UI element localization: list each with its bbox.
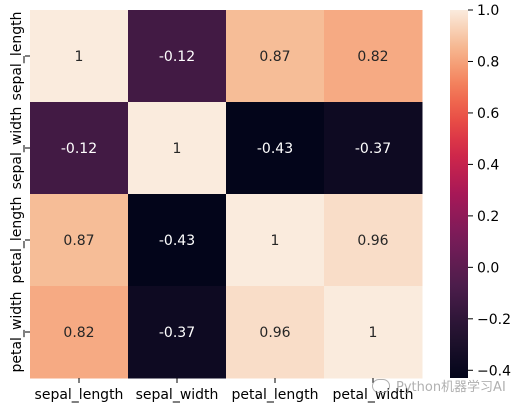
x-tick-label: sepal_length	[35, 387, 124, 403]
heatmap-cell	[128, 10, 227, 103]
y-tick-label: sepal_length	[9, 12, 25, 101]
cell-label: -0.43	[159, 233, 195, 249]
heatmap-cell	[30, 286, 129, 379]
watermark: Python机器学习AI	[372, 376, 506, 395]
cell-label: 0.87	[259, 49, 290, 65]
x-tick-label: sepal_width	[136, 387, 219, 403]
y-tick-label: petal_width	[9, 291, 25, 372]
heatmap-cell	[324, 286, 423, 379]
cell-label: 1	[271, 233, 280, 249]
heatmap-cell	[324, 102, 423, 195]
heatmap-cell	[128, 194, 227, 287]
heatmap-cell	[226, 194, 325, 287]
cell-label: -0.12	[61, 141, 97, 157]
heatmap-cell	[226, 102, 325, 195]
x-axis-ticks: sepal_length sepal_width petal_length petal…	[35, 378, 414, 403]
heatmap-cell	[30, 194, 129, 287]
y-tick-label: petal_length	[9, 196, 25, 283]
cell-label: 1	[173, 141, 182, 157]
heatmap-cell	[128, 102, 227, 195]
cell-label: 0.96	[259, 325, 290, 341]
cell-label: 0.96	[357, 233, 388, 249]
colorbar-tick-label: −0.2	[477, 312, 511, 328]
heatmap-cell	[226, 10, 325, 103]
colorbar-tick-label: 0.0	[477, 260, 499, 276]
heatmap-cell	[30, 10, 129, 103]
heatmap-cell	[226, 286, 325, 379]
heatmap-cell	[30, 102, 129, 195]
colorbar-tick-label: 0.6	[477, 106, 499, 122]
x-tick-label: petal_width	[332, 387, 413, 403]
wechat-icon	[372, 379, 390, 393]
heatmap-cell	[324, 10, 423, 103]
colorbar-gradient	[450, 10, 468, 378]
cell-label: 1	[75, 49, 84, 65]
cell-label: -0.37	[159, 325, 195, 341]
colorbar-tick-label: 1.0	[477, 3, 499, 19]
colorbar-tick-label: 0.4	[477, 157, 499, 173]
colorbar-tick-label: 0.2	[477, 209, 499, 225]
cell-label: 0.82	[63, 325, 94, 341]
x-tick-label: petal_length	[231, 387, 318, 403]
cell-label: 0.87	[63, 233, 94, 249]
cell-label: -0.12	[159, 49, 195, 65]
colorbar: −0.4 −0.2 0.0 0.2 0.4 0.6 0.8 1.0	[450, 3, 511, 379]
colorbar-tick-label: −0.4	[477, 363, 511, 379]
watermark-text: Python机器学习AI	[396, 380, 506, 395]
heatmap-cells: 1 -0.12 0.87 0.82 -0.12 1 -0.43 -0.37 0.87 -0.43 1…	[30, 10, 423, 379]
cell-label: 0.82	[357, 49, 388, 65]
y-axis-ticks: sepal_length sepal_width petal_lengthpetal…	[9, 12, 30, 373]
cell-label: -0.37	[355, 141, 391, 157]
heatmap-cell	[128, 286, 227, 379]
colorbar-tick-label: 0.8	[477, 54, 499, 70]
y-tick-label: sepal_width	[9, 107, 25, 190]
cell-label: -0.43	[257, 141, 293, 157]
cell-label: 1	[369, 325, 378, 341]
heatmap-cell	[324, 194, 423, 287]
